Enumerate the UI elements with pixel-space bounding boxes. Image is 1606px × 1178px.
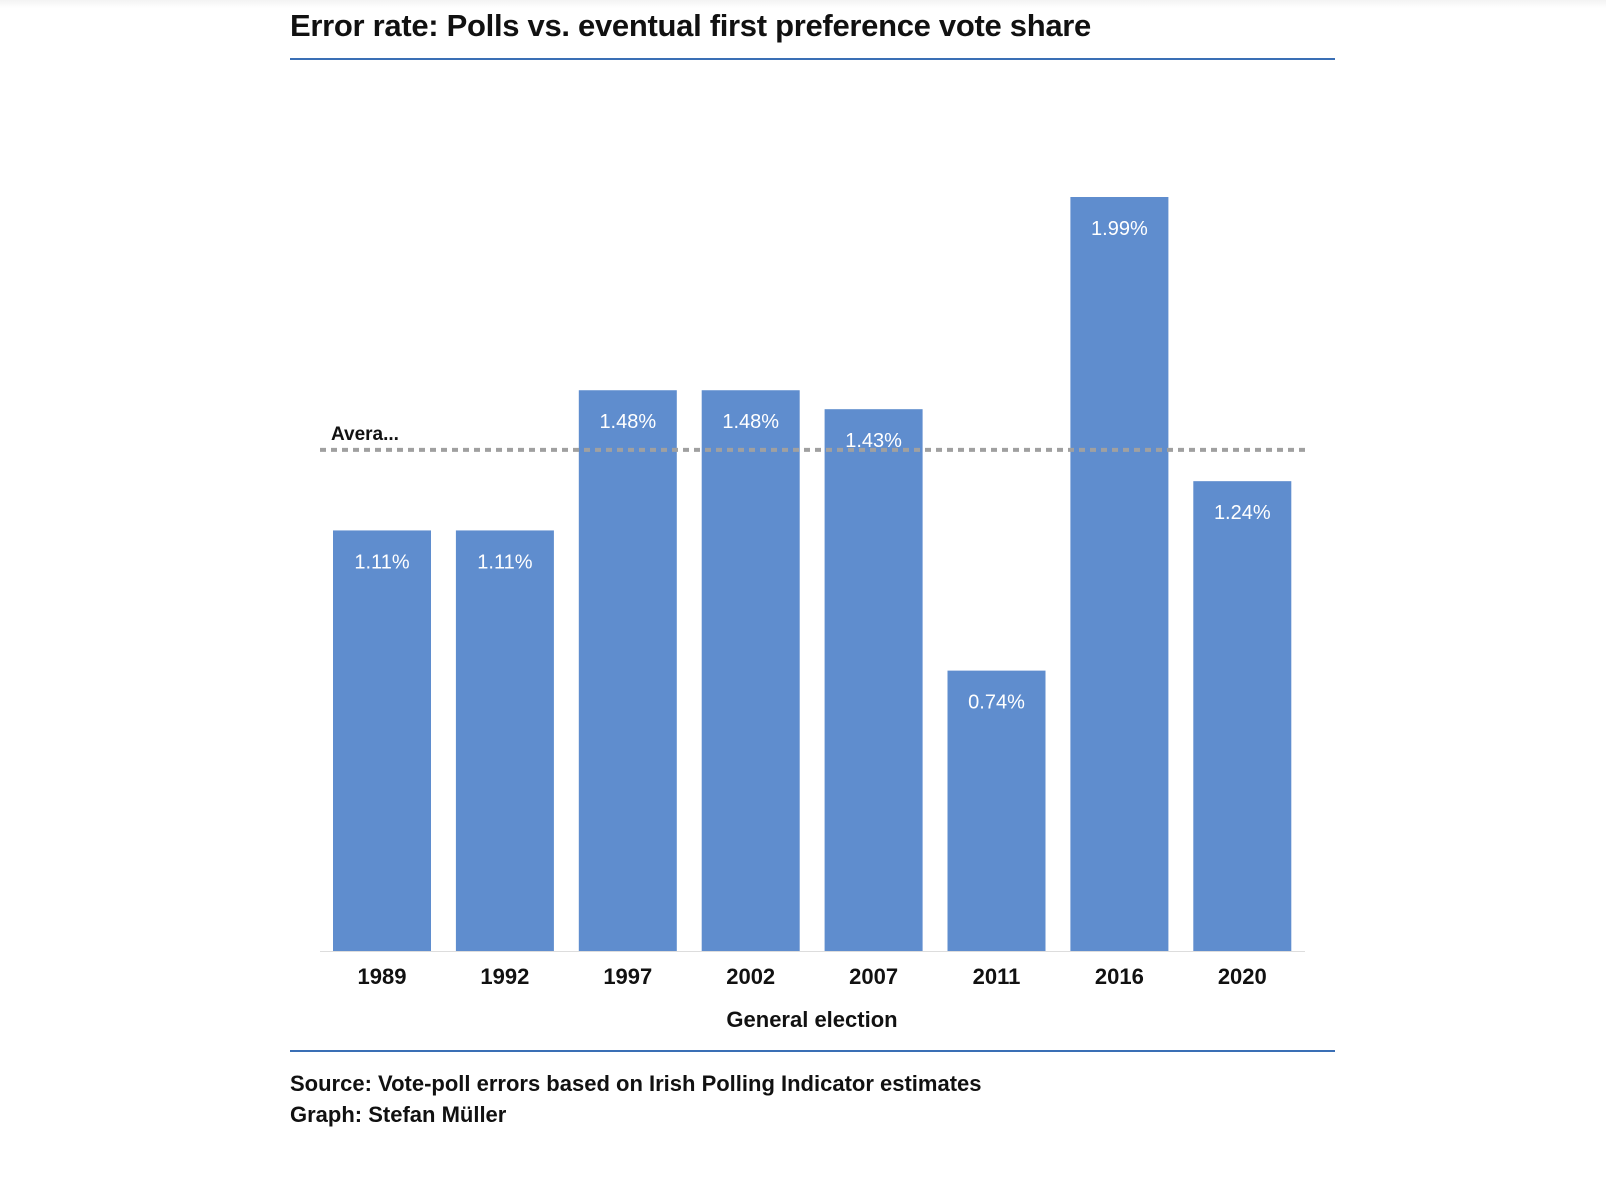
graph-credit: Graph: Stefan Müller <box>290 1102 507 1127</box>
data-label-1989: 1.11% <box>354 551 409 573</box>
data-label-2007: 1.43% <box>845 430 902 452</box>
chart-title: Error rate: Polls vs. eventual first pre… <box>290 8 1091 43</box>
data-label-2011: 0.74% <box>968 692 1025 714</box>
bar-2002 <box>701 390 800 951</box>
bar-1992 <box>455 530 554 951</box>
data-label-2016: 1.99% <box>1091 218 1148 240</box>
title-divider <box>290 58 1335 60</box>
average-label: Avera... <box>331 424 399 445</box>
chart-footer: Source: Vote-poll errors based on Irish … <box>290 1068 982 1130</box>
source-note: Source: Vote-poll errors based on Irish … <box>290 1071 982 1096</box>
x-tick-label-1997: 1997 <box>603 964 652 989</box>
bar-2007 <box>824 409 923 951</box>
x-axis-title: General election <box>726 1007 897 1032</box>
bar-2011 <box>947 670 1046 951</box>
data-label-1992: 1.11% <box>477 551 532 573</box>
bar-2020 <box>1193 481 1292 951</box>
data-label-2020: 1.24% <box>1214 502 1271 524</box>
x-tick-label-1992: 1992 <box>480 964 529 989</box>
bar-1997 <box>578 390 677 951</box>
footer-divider <box>290 1050 1335 1052</box>
x-tick-label-2002: 2002 <box>726 964 775 989</box>
bar-1989 <box>333 530 431 951</box>
x-tick-label-1989: 1989 <box>358 964 407 989</box>
x-tick-label-2007: 2007 <box>849 964 898 989</box>
x-tick-label-2016: 2016 <box>1095 964 1144 989</box>
x-tick-label-2011: 2011 <box>973 964 1021 989</box>
bar-2016 <box>1070 197 1169 951</box>
data-label-2002: 1.48% <box>722 411 779 433</box>
x-tick-label-2020: 2020 <box>1218 964 1267 989</box>
data-label-1997: 1.48% <box>599 411 656 433</box>
top-shadow <box>0 0 1606 8</box>
